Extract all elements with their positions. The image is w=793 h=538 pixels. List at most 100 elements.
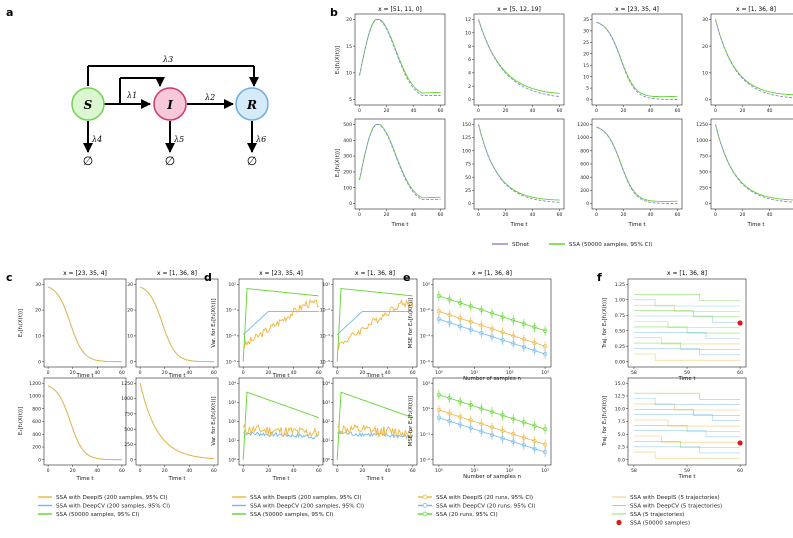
e-marker [458, 422, 463, 427]
node-r [235, 87, 269, 121]
legend-item: SSA with DeepCV (200 samples, 95% CI) [250, 504, 364, 510]
e-marker [489, 425, 495, 430]
d-top-1-ytick-label: 10¹ [228, 282, 236, 288]
f-top-axes: 58 59 60 0.00 0.25 0.50 0.75 1.00 1.25 Time t [615, 278, 747, 382]
b-bot-4-ytick-label: 1000 [696, 138, 708, 144]
d-top-2-ytick-label: 10¹ [322, 282, 330, 288]
b-sdnet-curve [715, 19, 793, 99]
b-top-1-xtick-label: 60 [438, 108, 444, 114]
d-ssa-curve [336, 287, 413, 362]
b-top-3-ytick-label: 20 [583, 51, 589, 57]
b-bot-3-ytick-label: 600 [580, 162, 589, 168]
b-top-2-ytick-label: 4 [468, 70, 471, 76]
f-bot-ytick-label: 7.5 [618, 419, 625, 425]
panel-b-title-4: x = [1, 36, 8] [736, 6, 776, 13]
c-bot-2-xtick-label: 40 [186, 468, 192, 474]
legend-f-item: SSA (5 trajectories) [630, 512, 684, 518]
b-top-1-ytick-label: 20 [346, 17, 352, 23]
e-marker [479, 307, 484, 312]
c-top-2-ytick-label: 20 [127, 308, 133, 314]
c-bot-1-ytick-label: 200 [32, 445, 41, 451]
legend-item: SSA with DeepIS (200 samples, 95% CI) [56, 495, 168, 501]
b-bot-3-ytick-label: 1000 [577, 135, 589, 141]
c-bot-1-ytick-label: 1000 [29, 394, 41, 400]
e-series-line [438, 417, 546, 453]
null-s: ∅ [83, 154, 93, 168]
e-marker [532, 446, 537, 451]
c-deepcv-curve [139, 286, 214, 363]
b-ssa-curve [478, 19, 560, 94]
f-trajectory [633, 326, 741, 334]
b-top-2-xtick-label: 20 [503, 108, 509, 114]
legend-item: SSA (50000 samples, 95% CI) [56, 512, 139, 518]
d-bot-1-xtick-label: 40 [291, 468, 297, 474]
b-top-3-ytick-label: 0 [586, 97, 589, 103]
d-top-1-ytick-label: 10⁻³ [226, 334, 236, 340]
f-top-ytick-label: 0.25 [615, 344, 625, 350]
e-marker [542, 427, 548, 432]
panel-c-xlabel: Time t [75, 476, 93, 482]
e-marker [511, 341, 516, 346]
e-series-line [438, 318, 546, 355]
e-marker [447, 396, 452, 401]
c-deepis-curve [139, 383, 214, 460]
c-bot-1-ytick-label: 400 [32, 432, 41, 438]
e-marker [479, 330, 484, 336]
c-deepcv-curve [47, 385, 122, 461]
b-top-2-ytick-label: 6 [468, 57, 471, 63]
c-bot-1-ytick-label: 800 [32, 406, 41, 412]
c-bot-1-ytick-label: 0 [38, 457, 41, 463]
d-deepis-curve [243, 298, 320, 349]
e-marker [521, 420, 526, 425]
e-marker [479, 323, 484, 328]
node-s-label: S [84, 98, 93, 112]
panel-e-ylabel-bottom: MSE for Eₓ[f₂(X(t))] [408, 396, 414, 447]
c-bot-2-xtick-label: 60 [211, 468, 217, 474]
b-top-4-xtick-label: 0 [714, 108, 717, 114]
d-deepis-curve [337, 423, 414, 439]
e-marker [500, 330, 505, 335]
e-marker [468, 304, 473, 309]
f-trajectory [633, 321, 741, 328]
b-ssa-curve [715, 19, 793, 96]
b-top-2-xtick-label: 40 [530, 108, 536, 114]
f-bot-ytick-label: 12.5 [615, 394, 625, 400]
f-top-xtick-label: 58 [631, 370, 637, 376]
b-bot-2-ytick-label: 125 [462, 135, 471, 141]
c-top-1-frame [43, 278, 127, 368]
panel-c-xlabel: Time t [167, 476, 185, 482]
b-bot-2-ytick-label: 25 [465, 188, 471, 194]
e-marker [468, 418, 473, 423]
e-top-ytick-label: 10⁻⁴ [420, 334, 430, 340]
d-top-1-ytick-label: 10⁻⁵ [226, 359, 236, 365]
d-bot-2-ytick-label: 10⁴ [322, 381, 330, 387]
c-bot-1-xtick-label: 0 [47, 468, 50, 474]
b-bot-1-xtick-label: 60 [438, 212, 444, 218]
f-bot-ytick-label: 10.0 [615, 406, 625, 412]
c-top-2-ytick-label: 10 [127, 334, 133, 340]
e-marker [447, 419, 452, 424]
e-marker [447, 297, 452, 302]
f-trajectory [633, 353, 741, 361]
f-trajectory [633, 435, 741, 443]
panel-b-ylabel-top: Eₓ[f₁(X(t))] [335, 46, 341, 74]
rate-l2: λ2 [204, 93, 215, 102]
f-trajectory [633, 304, 741, 312]
d-bot-2-axes: 0 20 40 60 10⁰ 10¹ 10² 10³ 10⁴ [322, 377, 418, 474]
f-trajectory [633, 414, 741, 421]
d-deepis-curve [242, 423, 320, 438]
f-trajectory [633, 451, 741, 459]
b-bot-1-ytick-label: 500 [343, 122, 352, 128]
rate-l6: λ6 [255, 135, 266, 144]
b-bot-2-ytick-label: 150 [462, 122, 471, 128]
f-trajectory [633, 310, 741, 318]
b-top-2-xtick-label: 60 [557, 108, 563, 114]
c-deepcv-curve [139, 383, 214, 460]
e-marker [500, 314, 505, 319]
c-bot-1-xtick-label: 40 [94, 468, 100, 474]
b-top-4-xtick-label: 40 [767, 108, 773, 114]
b-sdnet-curve [596, 21, 678, 100]
panel-e-xlabel-top: Number of samples n [463, 376, 521, 382]
b-ssa-curve [478, 124, 560, 201]
